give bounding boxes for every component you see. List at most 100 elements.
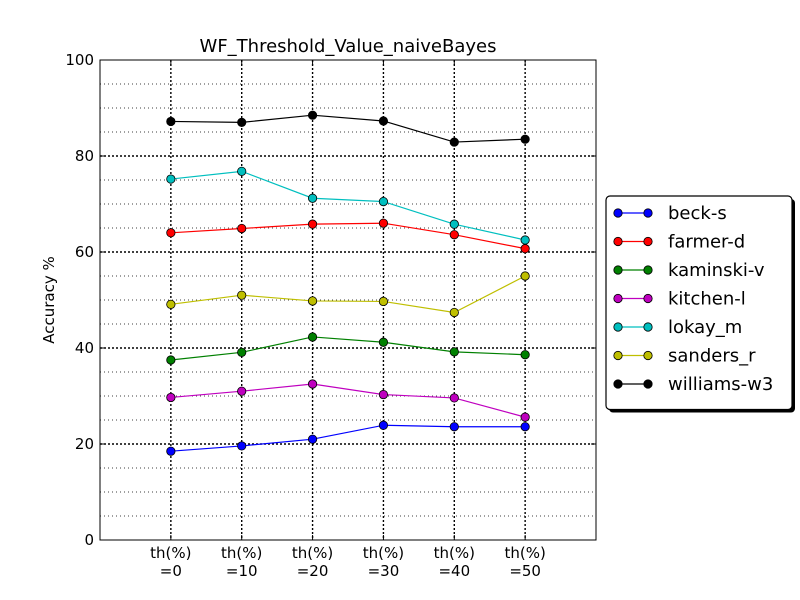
data-point-farmer-d (449, 230, 459, 240)
data-point-farmer-d (520, 244, 530, 254)
data-point-kitchen-l (520, 412, 530, 422)
x-tick-label-line: th(%) (504, 544, 545, 562)
x-tick-label-line: =50 (509, 562, 541, 580)
legend-marker-kitchen-l (643, 293, 653, 304)
legend-label-beck-s: beck-s (668, 203, 727, 224)
series-line-lokay_m (170, 170, 526, 241)
data-point-sanders_r (237, 290, 247, 300)
series-line-williams-w3 (170, 114, 526, 143)
data-point-lokay_m (520, 235, 530, 245)
x-tick-label: th(%) =50 (504, 544, 545, 580)
x-tick-label-line: th(%) (363, 544, 404, 562)
data-point-beck-s (307, 434, 318, 444)
y-tick-label: 100 (65, 51, 94, 69)
data-point-williams-w3 (449, 137, 459, 147)
data-point-kitchen-l (307, 379, 318, 389)
x-tick-label-line: =20 (297, 562, 329, 580)
data-point-kaminski-v (166, 355, 176, 365)
data-point-kaminski-v (307, 332, 318, 342)
data-point-williams-w3 (307, 110, 318, 120)
data-point-farmer-d (166, 228, 176, 238)
data-point-sanders_r (520, 271, 530, 281)
legend-label-lokay_m: lokay_m (668, 317, 742, 338)
data-point-kitchen-l (237, 386, 247, 396)
data-point-williams-w3 (378, 116, 389, 126)
data-point-sanders_r (307, 296, 318, 306)
data-point-kaminski-v (378, 337, 389, 347)
y-tick-label: 60 (75, 243, 94, 261)
x-tick-label-line: th(%) (292, 544, 333, 562)
legend-label-farmer-d: farmer-d (668, 232, 745, 253)
legend-marker-farmer-d (613, 236, 623, 247)
legend-marker-farmer-d (643, 236, 653, 247)
series-line-sanders_r (170, 275, 526, 314)
legend-marker-williams-w3 (613, 379, 623, 389)
data-point-beck-s (520, 422, 530, 432)
x-tick-label: th(%) =0 (150, 544, 191, 580)
data-point-sanders_r (166, 299, 176, 309)
x-tick-label-line: =40 (438, 562, 470, 580)
data-point-farmer-d (237, 223, 247, 234)
series-markers (166, 110, 530, 456)
x-tick-label-line: th(%) (150, 544, 191, 562)
data-point-beck-s (237, 441, 247, 451)
x-tick-label-line: th(%) (221, 544, 262, 562)
legend-marker-kaminski-v (613, 265, 623, 275)
x-tick-label: th(%) =40 (434, 544, 475, 580)
chart-title: WF_Threshold_Value_naiveBayes (200, 36, 497, 57)
legend-label-kitchen-l: kitchen-l (668, 289, 746, 310)
data-point-kitchen-l (166, 392, 176, 403)
data-point-lokay_m (449, 219, 459, 229)
series-lines (170, 114, 526, 452)
data-point-sanders_r (449, 307, 459, 318)
legend-marker-lokay_m (613, 322, 623, 332)
legend-marker-beck-s (643, 208, 653, 218)
data-point-sanders_r (378, 296, 389, 307)
plot-frame (99, 59, 597, 541)
x-tick-label: th(%) =30 (363, 544, 404, 580)
x-tick-label-line: th(%) (434, 544, 475, 562)
legend-marker-kitchen-l (613, 293, 623, 304)
data-point-farmer-d (307, 219, 318, 229)
data-point-williams-w3 (520, 134, 530, 144)
series-line-farmer-d (170, 222, 526, 250)
data-point-farmer-d (378, 218, 389, 228)
data-point-lokay_m (237, 166, 247, 176)
legend-label-williams-w3: williams-w3 (668, 374, 773, 395)
x-tick-label-line: =30 (368, 562, 400, 580)
y-axis-label: Accuracy % (40, 256, 58, 344)
y-tick-label: 40 (75, 339, 94, 357)
legend-label-sanders_r: sanders_r (668, 346, 756, 367)
series-line-kitchen-l (170, 383, 526, 418)
y-tick-label: 20 (75, 435, 94, 453)
x-tick-label: th(%) =10 (221, 544, 262, 580)
y-tick-label: 0 (84, 531, 94, 549)
data-point-lokay_m (378, 197, 389, 207)
x-tick-label: th(%) =20 (292, 544, 333, 580)
data-point-williams-w3 (166, 116, 176, 127)
legend-marker-beck-s (613, 208, 623, 218)
series-line-kaminski-v (170, 336, 526, 361)
legend: beck-s farmer-d kaminski-v kitchen-l lokay_m… (605, 195, 795, 413)
x-tick-label-line: =10 (226, 562, 258, 580)
legend-label-kaminski-v: kaminski-v (668, 260, 765, 281)
legend-marker-williams-w3 (643, 379, 653, 389)
data-point-beck-s (378, 420, 389, 430)
legend-marker-lokay_m (643, 322, 653, 332)
data-point-lokay_m (307, 193, 318, 203)
grid (100, 60, 596, 540)
data-point-kitchen-l (378, 389, 389, 400)
y-axis-ticks: 0 20 40 60 80 100 (65, 51, 596, 549)
legend-marker-sanders_r (613, 350, 623, 361)
data-point-williams-w3 (237, 117, 247, 128)
y-tick-label: 80 (75, 147, 94, 165)
data-point-kaminski-v (520, 350, 530, 360)
data-point-lokay_m (166, 174, 176, 184)
x-tick-label-line: =0 (160, 562, 182, 580)
data-point-beck-s (449, 422, 459, 432)
data-point-beck-s (166, 446, 176, 456)
data-point-kitchen-l (449, 393, 459, 403)
data-point-kaminski-v (449, 347, 459, 357)
